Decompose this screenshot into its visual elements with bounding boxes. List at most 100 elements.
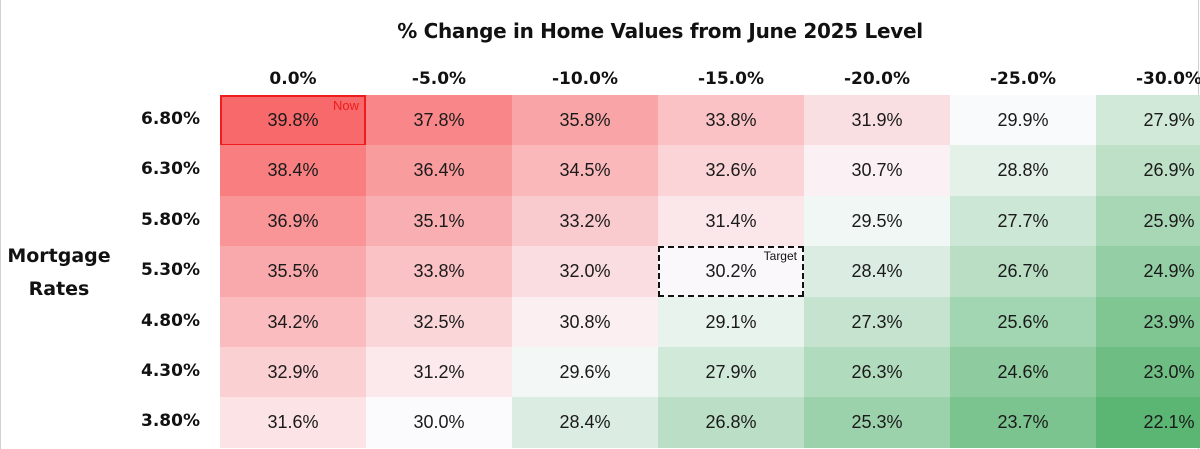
y-axis-title: Mortgage Rates (0, 240, 118, 306)
row-header: 3.80% (141, 411, 200, 432)
cell-value-label: 29.5% (851, 210, 903, 231)
cell-value-label: 29.1% (705, 311, 757, 332)
cell-value-label: 25.3% (851, 412, 903, 433)
heatmap-cell: 38.4% (220, 145, 366, 197)
heatmap-cell: 32.6% (658, 145, 804, 197)
heatmap-cell: 25.9% (1096, 195, 1200, 247)
heatmap-cell: 35.1% (366, 195, 512, 247)
heatmap-cell: 26.8% (658, 397, 804, 449)
cell-value-label: 27.3% (851, 311, 903, 332)
heatmap-cell: 37.8% (366, 95, 512, 146)
heatmap-cell: 32.5% (366, 296, 512, 348)
cell-value-label: 24.6% (997, 362, 1049, 382)
heatmap-cell: 39.8% Now (220, 95, 366, 146)
heatmap-cell: 34.5% (512, 145, 658, 197)
heatmap-cell: 27.7% (950, 195, 1096, 247)
cell-value-label: 30.7% (851, 160, 903, 181)
heatmap-cell: 36.4% (366, 145, 512, 197)
chart-title: % Change in Home Values from June 2025 L… (397, 19, 923, 43)
column-header: -10.0% (551, 69, 619, 89)
cell-value-label: 35.1% (413, 210, 465, 231)
cell-value-label: 30.8% (559, 311, 611, 332)
heatmap-cell: 33.2% (512, 195, 658, 247)
column-header: -5.0% (411, 69, 467, 89)
cell-value-label: 30.0% (413, 412, 465, 433)
cell-value-label: 25.9% (1143, 210, 1195, 231)
heatmap-cell: 23.7% (950, 397, 1096, 449)
cell-value-label: 38.4% (267, 160, 319, 181)
cell-value-label: 29.6% (559, 362, 611, 382)
column-header: -20.0% (843, 69, 911, 89)
heatmap-cell: 29.9% (950, 95, 1096, 146)
cell-value-label: 28.4% (851, 261, 903, 282)
heatmap-cell: 23.9% (1096, 296, 1200, 348)
cell-value-label: 24.9% (1143, 261, 1195, 282)
y-axis-title-line: Rates (28, 278, 90, 300)
cell-value-label: 34.2% (267, 311, 319, 332)
row-header: 4.30% (141, 361, 200, 381)
cell-value-label: 35.8% (559, 110, 611, 130)
heatmap-cell: 25.6% (950, 296, 1096, 348)
cell-value-label: 31.4% (705, 210, 757, 231)
cell-value-label: 32.6% (705, 160, 757, 181)
heatmap-cell: 31.2% (366, 347, 512, 398)
heatmap-cell: 25.3% (804, 397, 950, 449)
cell-value-label: 28.4% (559, 412, 611, 433)
cell-value-label: 32.0% (559, 261, 611, 282)
cell-value-label: 32.9% (267, 362, 319, 382)
y-axis-title-line: Mortgage (7, 245, 111, 267)
heatmap-cell: 30.2% Target (658, 246, 804, 298)
heatmap-cell: 31.9% (804, 95, 950, 146)
cell-value-label: 26.7% (997, 261, 1049, 282)
heatmap-cell: 26.7% (950, 246, 1096, 298)
cell-value-label: 32.5% (413, 311, 465, 332)
row-header: 4.80% (141, 310, 200, 331)
heatmap-cell: 28.4% (512, 397, 658, 449)
heatmap-cell: 36.9% (220, 195, 366, 247)
heatmap-cell: 34.2% (220, 296, 366, 348)
heatmap-cell: 35.5% (220, 246, 366, 298)
cell-value-label: 23.9% (1143, 311, 1195, 332)
column-header: -15.0% (697, 69, 765, 89)
cell-annotation-label: Now (332, 98, 359, 113)
heatmap-cell: 31.4% (658, 195, 804, 247)
cell-value-label: 36.9% (267, 210, 319, 231)
cell-value-label: 23.7% (997, 412, 1049, 433)
heatmap-cell: 30.7% (804, 145, 950, 197)
cell-value-label: 33.2% (559, 210, 611, 231)
column-header: -25.0% (989, 69, 1057, 89)
heatmap-cell: 24.9% (1096, 246, 1200, 298)
cell-value-label: 26.9% (1143, 160, 1195, 181)
cell-value-label: 35.5% (267, 261, 319, 282)
column-header: 0.0% (269, 69, 317, 89)
row-header: 6.30% (141, 159, 200, 180)
heatmap-cell: 26.3% (804, 347, 950, 398)
row-header: 5.30% (141, 260, 200, 281)
heatmap-cell: 30.0% (366, 397, 512, 449)
cell-value-label: 29.9% (997, 110, 1049, 130)
row-header: 6.80% (141, 109, 200, 129)
heatmap-cell: 33.8% (658, 95, 804, 146)
cell-value-label: 23.0% (1143, 362, 1195, 382)
heatmap-cell: 26.9% (1096, 145, 1200, 197)
cell-value-label: 26.8% (705, 412, 757, 433)
cell-value-label: 28.8% (997, 160, 1049, 181)
cell-value-label: 26.3% (851, 362, 903, 382)
cell-annotation-label: Target (763, 249, 797, 264)
heatmap-cell: 24.6% (950, 347, 1096, 398)
heatmap-cell: 32.0% (512, 246, 658, 298)
cell-value-label: 34.5% (559, 160, 611, 181)
cell-value-label: 31.6% (267, 412, 319, 433)
column-header: -30.0% (1135, 69, 1200, 89)
heatmap-cell: 28.4% (804, 246, 950, 298)
heatmap-cell: 22.1% (1096, 397, 1200, 449)
heatmap-cell: 35.8% (512, 95, 658, 146)
heatmap-cell: 29.6% (512, 347, 658, 398)
heatmap-cell: 33.8% (366, 246, 512, 298)
cell-value-label: 27.9% (705, 362, 757, 382)
heatmap-cell: 32.9% (220, 347, 366, 398)
cell-value-label: 27.9% (1143, 110, 1195, 130)
heatmap-cell: 27.3% (804, 296, 950, 348)
cell-value-label: 30.2% (705, 261, 757, 282)
cell-value-label: 31.2% (413, 362, 465, 382)
